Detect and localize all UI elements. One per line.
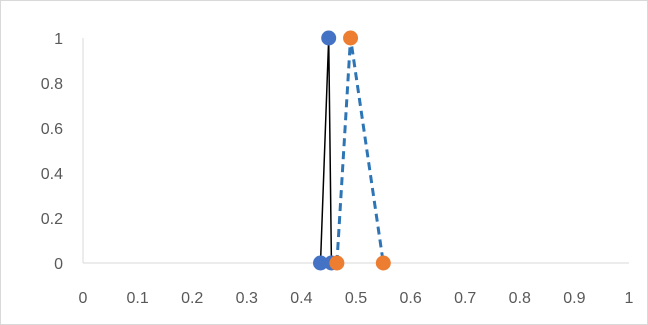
series-lines-layer: [319, 36, 385, 264]
y-tick-label: 0.2: [41, 211, 63, 228]
x-tick-label: 0.8: [509, 290, 531, 307]
x-tick-label: 0.6: [399, 290, 421, 307]
x-tick-label: 0.4: [290, 290, 312, 307]
series-2-point: [329, 255, 345, 271]
x-tick-label: 1: [625, 290, 634, 307]
y-tick-label: 0.4: [41, 166, 63, 183]
x-tick-label: 0.1: [126, 290, 148, 307]
x-tick-label: 0.3: [236, 290, 258, 307]
tick-labels-layer: 0 0.1 0.2 0.3 0.4 0.5 0.6 0.7 0.8 0.9 1 0 0.2 0.4 0.6 0…: [41, 31, 634, 307]
series-1-point: [313, 255, 329, 271]
x-tick-label: 0.5: [345, 290, 367, 307]
x-tick-label: 0.2: [181, 290, 203, 307]
series-2-point: [375, 255, 391, 271]
y-tick-label: 0: [54, 256, 63, 273]
y-tick-label: 0.8: [41, 76, 63, 93]
x-tick-label: 0: [79, 290, 88, 307]
series-1-line: [319, 37, 333, 264]
series-2-line: [335, 36, 385, 264]
x-tick-label: 0.7: [454, 290, 476, 307]
y-tick-label: 0.6: [41, 121, 63, 138]
series-1-point: [321, 30, 337, 46]
series-2-point: [343, 30, 359, 46]
y-tick-label: 1: [54, 31, 63, 48]
series-points-layer: [313, 30, 391, 271]
axes-layer: [82, 38, 629, 264]
x-tick-label: 0.9: [563, 290, 585, 307]
